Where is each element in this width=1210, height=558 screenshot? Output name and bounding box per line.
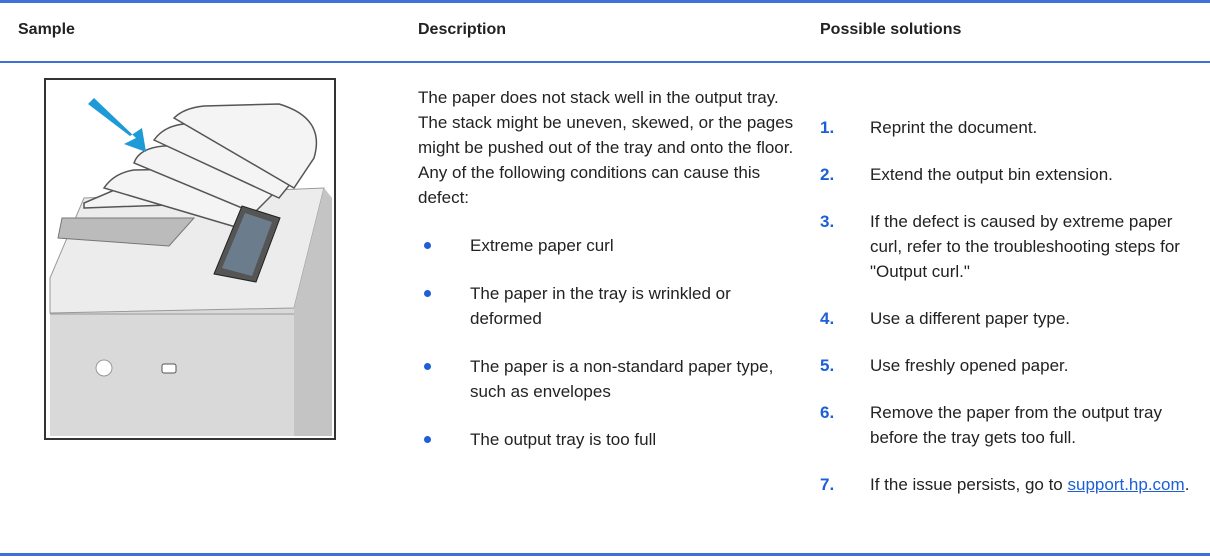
sample-image bbox=[44, 78, 336, 440]
solution-item: 7. If the issue persists, go to support.h… bbox=[820, 472, 1200, 497]
bullet-text: The paper in the tray is wrinkled or def… bbox=[470, 284, 731, 328]
solution-number: 4. bbox=[820, 309, 835, 328]
solution-number: 6. bbox=[820, 403, 835, 422]
solution-text: Use a different paper type. bbox=[870, 309, 1071, 328]
solution-number: 7. bbox=[820, 475, 835, 494]
solution-text: Reprint the document. bbox=[870, 118, 1038, 137]
solution-text: Use freshly opened paper. bbox=[870, 356, 1069, 375]
bullet-item: Extreme paper curl bbox=[418, 233, 794, 258]
bullet bbox=[424, 363, 431, 370]
header-cell: Possible solutions bbox=[820, 21, 962, 38]
bullet-list: Extreme paper curl The paper in the tray … bbox=[418, 233, 794, 452]
header-cell: Description bbox=[418, 21, 507, 38]
top-rule bbox=[0, 0, 1210, 3]
solution-text: Extend the output bin extension. bbox=[870, 165, 1113, 184]
solution-text: If the defect is caused by extreme paper… bbox=[870, 212, 1180, 281]
solution-text-end: . bbox=[1184, 475, 1190, 494]
solution-number: 3. bbox=[820, 212, 835, 231]
solution-number: 5. bbox=[820, 356, 835, 375]
solution-number: 2. bbox=[820, 165, 835, 184]
bullet bbox=[424, 242, 431, 249]
bullet-text: The output tray is too full bbox=[470, 430, 657, 449]
solution-item: 3. If the defect is caused by extreme pap… bbox=[820, 209, 1200, 284]
bullet-item: The output tray is too full bbox=[418, 427, 794, 452]
description-cell: The paper does not stack well in the out… bbox=[418, 85, 794, 452]
header-rule bbox=[0, 61, 1210, 63]
solution-text: Remove the paper from the output tray be… bbox=[870, 403, 1162, 447]
bullet bbox=[424, 290, 431, 297]
bottom-rule bbox=[0, 553, 1210, 556]
solution-item: 2. Extend the output bin extension. bbox=[820, 162, 1200, 187]
solution-list: 1. Reprint the document. 2. Extend the outp… bbox=[820, 115, 1200, 519]
bullet-item: The paper in the tray is wrinkled or def… bbox=[418, 281, 794, 331]
solution-item: 1. Reprint the document. bbox=[820, 115, 1200, 140]
solution-number: 1. bbox=[820, 118, 835, 137]
header-cell: Sample bbox=[18, 21, 75, 38]
solution-item: 5. Use freshly opened paper. bbox=[820, 353, 1200, 378]
solution-text: If the issue persists, go to bbox=[870, 475, 1063, 494]
solution-item: 6. Remove the paper from the output tray … bbox=[820, 400, 1200, 450]
bullet-text: Extreme paper curl bbox=[470, 236, 614, 255]
support-link[interactable]: support.hp.com bbox=[1067, 475, 1185, 494]
bullet bbox=[424, 436, 431, 443]
description-text: The paper does not stack well in the out… bbox=[418, 88, 794, 207]
bullet-item: The paper is a non-standard paper type, … bbox=[418, 354, 794, 404]
solution-item: 4. Use a different paper type. bbox=[820, 306, 1200, 331]
bullet-text: The paper is a non-standard paper type, … bbox=[470, 357, 774, 401]
